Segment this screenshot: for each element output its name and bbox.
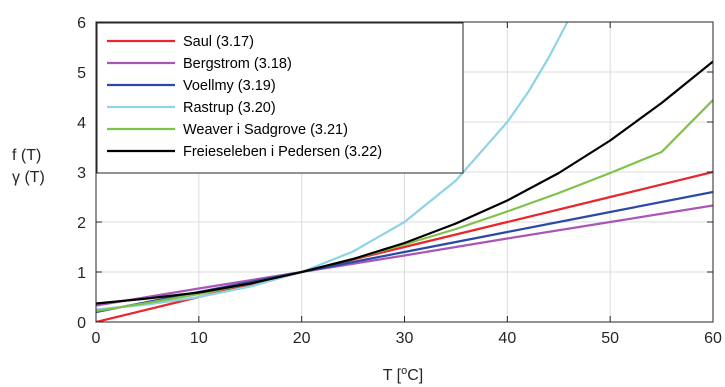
- y-tick-label: 0: [77, 315, 86, 332]
- y-tick-label: 1: [77, 265, 86, 282]
- x-tick-label: 30: [396, 330, 414, 347]
- y-axis-label-line-1: f (T): [12, 147, 41, 164]
- y-tick-label: 2: [77, 215, 86, 232]
- y-tick-label: 3: [77, 165, 86, 182]
- y-axis-label-line-2: γ (T): [12, 169, 45, 186]
- legend-entry-label: Rastrup (3.20): [183, 100, 276, 116]
- y-tick-label: 4: [77, 115, 86, 132]
- legend-entry-label: Saul (3.17): [183, 34, 254, 50]
- x-tick-label: 10: [190, 330, 208, 347]
- x-tick-label: 60: [704, 330, 722, 347]
- legend-entry-label: Weaver i Sadgrove (3.21): [183, 122, 348, 138]
- legend-entry-label: Voellmy (3.19): [183, 78, 276, 94]
- legend-entry-label: Bergstrom (3.18): [183, 56, 292, 72]
- legend: Saul (3.17) Bergstrom (3.18) Voellmy (3.19…: [97, 23, 463, 173]
- x-tick-label: 20: [293, 330, 311, 347]
- x-tick-label: 50: [601, 330, 619, 347]
- x-tick-label: 0: [92, 330, 101, 347]
- x-tick-label: 40: [498, 330, 516, 347]
- legend-entry-label: Freieseleben i Pedersen (3.22): [183, 144, 382, 160]
- y-tick-label: 6: [77, 15, 86, 32]
- y-tick-label: 5: [77, 65, 86, 82]
- x-axis-label: T [oC]: [383, 365, 424, 384]
